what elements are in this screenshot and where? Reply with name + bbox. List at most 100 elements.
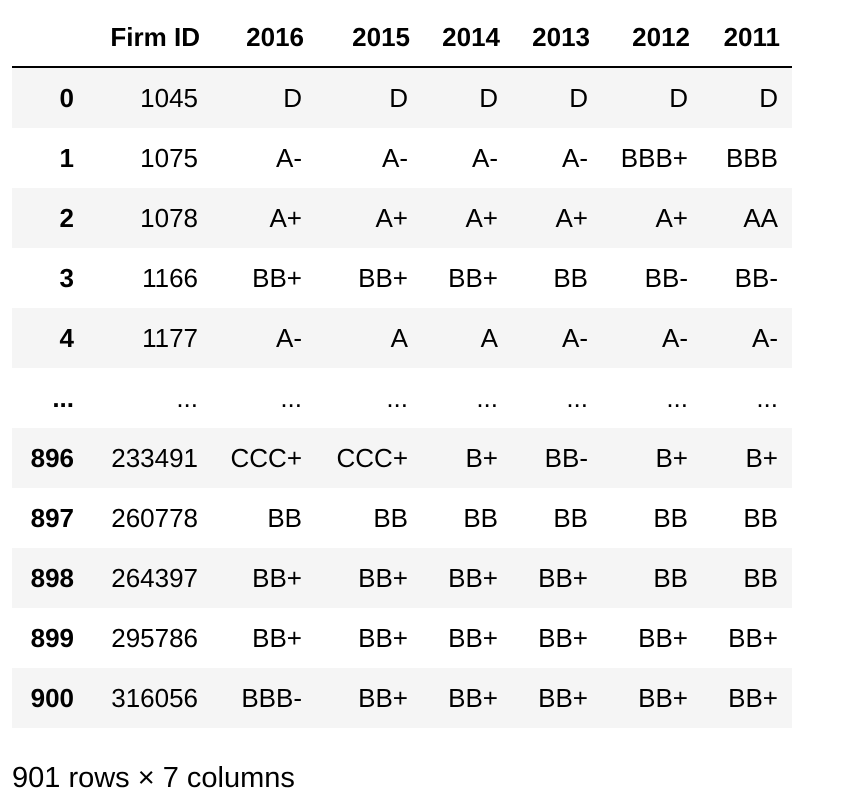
- firm-id-cell: 1045: [140, 82, 198, 113]
- table-row: 1 1075 A- A- A- A- BBB+ BBB: [12, 128, 792, 188]
- rating-cell: A+: [375, 202, 408, 233]
- column-header-firm-id: Firm ID: [88, 8, 212, 68]
- rating-cell: ...: [566, 382, 588, 413]
- row-index: 0: [59, 82, 74, 113]
- rating-cell: BBB: [725, 142, 778, 173]
- rating-cell: BB-: [544, 442, 588, 473]
- rating-cell: BB+: [252, 262, 302, 293]
- firm-id-cell: 295786: [111, 622, 198, 653]
- rating-cell: BB+: [728, 682, 778, 713]
- row-index: 897: [30, 502, 74, 533]
- rating-cell: BB: [743, 502, 778, 533]
- row-index: 900: [30, 682, 74, 713]
- row-index: 3: [59, 262, 74, 293]
- rating-cell: BB+: [252, 562, 302, 593]
- rating-cell: BB: [553, 262, 588, 293]
- firm-id-cell: 1177: [142, 322, 198, 353]
- firm-id-cell: 1166: [142, 262, 198, 293]
- table-row: 898 264397 BB+ BB+ BB+ BB+ BB BB: [12, 548, 792, 608]
- table-row: 4 1177 A- A A A- A- A-: [12, 308, 792, 368]
- firm-id-cell: 264397: [111, 562, 198, 593]
- firm-id-cell: 316056: [111, 682, 198, 713]
- table-body: 0 1045 D D D D D D 1 1075 A- A- A- A- BBB+ BBB 2 1078 A+ A+…: [12, 67, 792, 728]
- rating-cell: D: [283, 82, 302, 113]
- rating-cell: BB+: [358, 262, 408, 293]
- rating-cell: BB+: [358, 682, 408, 713]
- table-row: 0 1045 D D D D D D: [12, 67, 792, 128]
- firm-id-cell: 1075: [140, 142, 198, 173]
- rating-cell: A: [390, 322, 408, 353]
- firm-id-cell: 233491: [111, 442, 198, 473]
- rating-cell: BB+: [252, 622, 302, 653]
- table-row: ........................: [12, 368, 792, 428]
- column-header-2012: 2012: [602, 8, 702, 68]
- rating-cell: BB: [553, 502, 588, 533]
- rating-cell: BB+: [448, 562, 498, 593]
- rating-cell: BB+: [638, 682, 688, 713]
- rating-cell: D: [669, 82, 688, 113]
- table-row: 899 295786 BB+ BB+ BB+ BB+ BB+ BB+: [12, 608, 792, 668]
- firm-id-cell: ...: [176, 382, 198, 413]
- rating-cell: A-: [562, 142, 588, 173]
- column-header-2015: 2015: [316, 8, 422, 68]
- row-index: 2: [59, 202, 74, 233]
- rating-cell: A: [480, 322, 498, 353]
- dataframe-table: Firm ID 2016 2015 2014 2013 2012 2011 0 1…: [12, 8, 792, 728]
- rating-cell: CCC+: [230, 442, 302, 473]
- rating-cell: A-: [562, 322, 588, 353]
- rating-cell: AA: [743, 202, 778, 233]
- rating-cell: BB: [267, 502, 302, 533]
- rating-cell: ...: [476, 382, 498, 413]
- column-header-2016: 2016: [212, 8, 316, 68]
- row-index: ...: [52, 382, 74, 413]
- rating-cell: ...: [386, 382, 408, 413]
- rating-cell: BB+: [728, 622, 778, 653]
- table-row: 900 316056 BBB- BB+ BB+ BB+ BB+ BB+: [12, 668, 792, 728]
- rating-cell: CCC+: [336, 442, 408, 473]
- dataframe-shape-caption: 901 rows × 7 columns: [12, 762, 295, 794]
- dataframe-container: Firm ID 2016 2015 2014 2013 2012 2011 0 1…: [12, 8, 792, 728]
- rating-cell: BB+: [358, 562, 408, 593]
- column-header-2013: 2013: [512, 8, 602, 68]
- table-row: 897 260778 BB BB BB BB BB BB: [12, 488, 792, 548]
- rating-cell: ...: [280, 382, 302, 413]
- row-index: 899: [30, 622, 74, 653]
- rating-cell: A+: [465, 202, 498, 233]
- rating-cell: D: [479, 82, 498, 113]
- rating-cell: BB+: [358, 622, 408, 653]
- rating-cell: A-: [276, 322, 302, 353]
- column-header-2014: 2014: [422, 8, 512, 68]
- rating-cell: BBB-: [241, 682, 302, 713]
- row-index: 898: [30, 562, 74, 593]
- rating-cell: BB: [463, 502, 498, 533]
- rating-cell: B+: [655, 442, 688, 473]
- rating-cell: BB+: [538, 562, 588, 593]
- rating-cell: A-: [276, 142, 302, 173]
- rating-cell: BB: [653, 562, 688, 593]
- rating-cell: BB: [373, 502, 408, 533]
- rating-cell: ...: [756, 382, 778, 413]
- rating-cell: BB-: [644, 262, 688, 293]
- rating-cell: B+: [745, 442, 778, 473]
- rating-cell: D: [759, 82, 778, 113]
- rating-cell: BB+: [448, 622, 498, 653]
- table-row: 2 1078 A+ A+ A+ A+ A+ AA: [12, 188, 792, 248]
- rating-cell: BB-: [734, 262, 778, 293]
- firm-id-cell: 260778: [111, 502, 198, 533]
- rating-cell: BB+: [538, 682, 588, 713]
- header-row: Firm ID 2016 2015 2014 2013 2012 2011: [12, 8, 792, 68]
- rating-cell: BB: [653, 502, 688, 533]
- rating-cell: BB: [743, 562, 778, 593]
- table-row: 3 1166 BB+ BB+ BB+ BB BB- BB-: [12, 248, 792, 308]
- rating-cell: BB+: [638, 622, 688, 653]
- rating-cell: BB+: [448, 682, 498, 713]
- rating-cell: BB+: [538, 622, 588, 653]
- rating-cell: A-: [752, 322, 778, 353]
- rating-cell: A+: [555, 202, 588, 233]
- rating-cell: A-: [382, 142, 408, 173]
- rating-cell: A+: [269, 202, 302, 233]
- index-header: [12, 8, 88, 68]
- column-header-2011: 2011: [702, 8, 792, 68]
- table-row: 896 233491 CCC+ CCC+ B+ BB- B+ B+: [12, 428, 792, 488]
- rating-cell: ...: [666, 382, 688, 413]
